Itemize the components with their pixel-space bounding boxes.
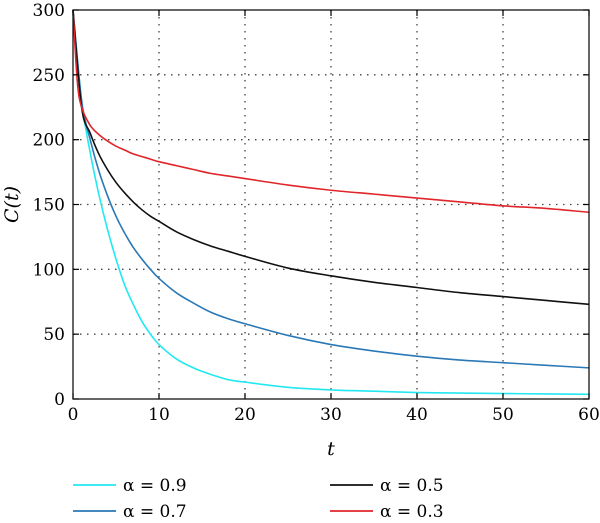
x-tick-label: 30: [320, 405, 342, 425]
y-axis-label: C(t): [1, 186, 23, 223]
series-line: [72, 9, 590, 369]
y-tick-label: 200: [33, 131, 65, 151]
series-line: [72, 9, 590, 306]
grid: [73, 10, 589, 399]
x-tick-label: 50: [492, 405, 514, 425]
x-tick-label: 20: [234, 405, 256, 425]
y-tick-label: 0: [54, 390, 65, 410]
legend-label: α = 0.5: [380, 476, 444, 496]
y-tick-label: 300: [33, 1, 65, 21]
series-line: [72, 9, 590, 396]
y-tick-label: 100: [33, 260, 65, 280]
x-tick-label: 60: [578, 405, 600, 425]
y-tick-label: 50: [43, 325, 65, 345]
y-tick-label: 250: [33, 66, 65, 86]
axis-ticks: 0 10 20 30 40 50 60 0 50 100 150 200 250 300: [33, 1, 600, 425]
series-line: [72, 9, 590, 214]
x-axis-label: t: [327, 438, 335, 460]
y-tick-label: 150: [33, 196, 65, 216]
legend-label: α = 0.3: [380, 502, 444, 522]
legend: α = 0.9 α = 0.7 α = 0.5 α = 0.3: [73, 476, 444, 522]
legend-label: α = 0.7: [123, 502, 187, 522]
x-tick-label: 40: [406, 405, 428, 425]
legend-label: α = 0.9: [123, 476, 187, 496]
x-tick-label: 10: [148, 405, 170, 425]
x-tick-label: 0: [68, 405, 79, 425]
series-lines: [72, 9, 590, 396]
